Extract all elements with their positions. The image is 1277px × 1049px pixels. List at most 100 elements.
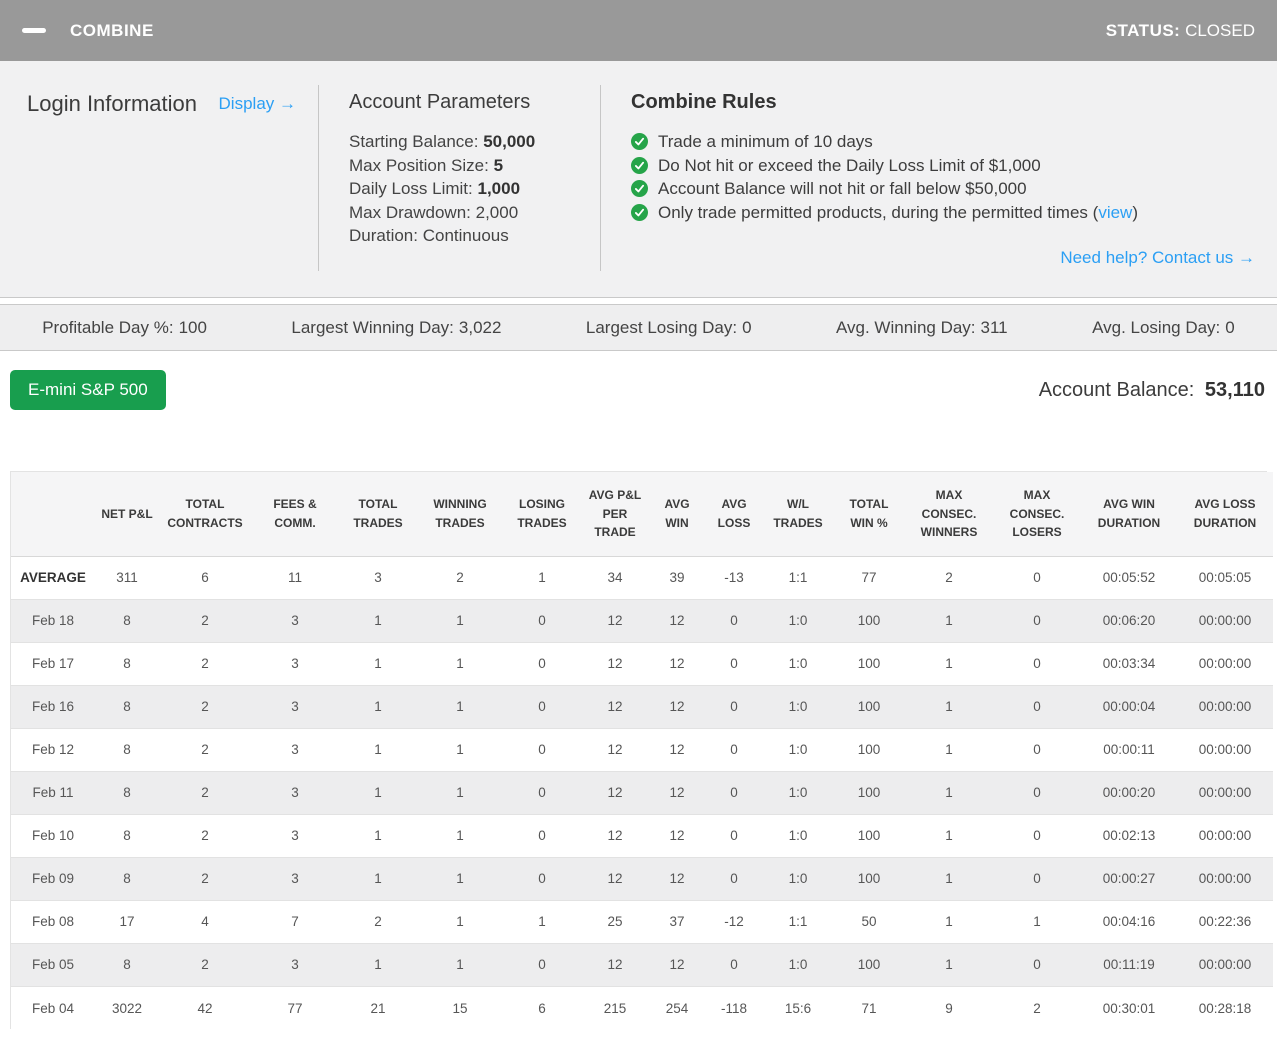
table-cell: 100 [857, 656, 881, 672]
table-cell: 8 [123, 828, 131, 844]
table-cell: 0 [538, 828, 546, 844]
table-cell: 1 [945, 656, 953, 672]
table-cell: 1 [374, 828, 382, 844]
parameter-value: 2,000 [475, 202, 519, 222]
table-cell: 37 [669, 914, 685, 930]
table-cell: 12 [607, 613, 623, 629]
table-cell: 39 [669, 570, 685, 586]
account-balance-label: Account Balance: [1038, 378, 1195, 401]
rule-text: Account Balance will not hit or fall bel… [658, 179, 1027, 198]
table-cell: 1 [945, 699, 953, 715]
table-cell: 2 [456, 570, 464, 586]
product-balance-row: E-mini S&P 500 Account Balance: 53,110 [0, 351, 1277, 410]
table-cell: 12 [669, 699, 685, 715]
table-cell: 1 [456, 871, 464, 887]
table-cell: 8 [123, 871, 131, 887]
table-cell: 00:00:00 [1198, 785, 1252, 801]
account-balance: Account Balance: 53,110 [1039, 379, 1265, 402]
table-cell: 2 [201, 699, 209, 715]
table-cell: 00:06:20 [1102, 613, 1156, 629]
table-cell: 1 [374, 656, 382, 672]
table-cell: 0 [538, 871, 546, 887]
table-cell: 1:1 [788, 570, 808, 586]
column-header: W/L TRADES [763, 472, 833, 557]
table-cell: 0 [730, 656, 738, 672]
parameter-value: 1,000 [477, 179, 521, 198]
table-cell: 1:0 [788, 742, 808, 758]
rule-text: Trade a minimum of 10 days [658, 132, 873, 151]
table-row: Feb 18 8 2 3 1 1 0 12 12 0 1:0 100 1 0 00:06:20 00:00:0… [11, 599, 1273, 643]
table-cell: 50 [861, 914, 877, 930]
table-cell: 11 [287, 570, 302, 586]
table-cell: 12 [607, 828, 623, 844]
table-row: Feb 04 3022 42 77 21 15 6 215 254 -118 15:6 71 9 2 00:… [11, 986, 1273, 1030]
table-cell: 12 [607, 742, 623, 758]
table-cell: 6 [538, 1000, 546, 1016]
check-circle-icon [631, 156, 648, 174]
table-cell: 0 [538, 785, 546, 801]
column-header [11, 472, 95, 557]
product-tab-emini-sp500[interactable]: E-mini S&P 500 [10, 370, 166, 410]
column-header: AVG WIN DURATION [1081, 472, 1177, 557]
minimize-icon[interactable] [22, 28, 46, 33]
combine-header-bar: COMBINE STATUS: CLOSED [0, 0, 1277, 61]
view-link[interactable]: view [1098, 202, 1133, 222]
table-cell: 6 [201, 570, 209, 586]
display-login-link[interactable]: Display → [218, 94, 296, 113]
table-cell: 00:03:34 [1102, 656, 1156, 672]
summary-stats-bar: Profitable Day %: 100 Largest Winning Day… [0, 304, 1277, 351]
table-cell: 12 [607, 699, 623, 715]
table-cell: 12 [669, 785, 685, 801]
table-cell: 1 [945, 613, 953, 629]
contact-us-link[interactable]: Need help? Contact us → [1060, 248, 1255, 267]
daily-stats-table-wrap: NET P&L TOTAL CONTRACTS FEES & COMM. TOTAL … [10, 471, 1273, 1030]
table-cell: 2 [201, 957, 209, 973]
column-header: TOTAL TRADES [339, 472, 417, 557]
column-header: MAX CONSEC. LOSERS [993, 472, 1081, 557]
table-cell: 0 [1033, 742, 1041, 758]
table-cell: 100 [857, 957, 881, 973]
table-cell: 15 [452, 1000, 468, 1016]
table-cell: 1:0 [788, 828, 808, 844]
table-cell: 1 [538, 914, 546, 930]
table-cell: 1 [945, 914, 953, 930]
login-information-title: Login Information [27, 91, 197, 116]
row-label: Feb 05 [31, 957, 75, 973]
column-header: TOTAL WIN % [833, 472, 905, 557]
table-cell: 12 [669, 871, 685, 887]
table-cell: 2 [201, 871, 209, 887]
table-cell: 0 [1033, 828, 1041, 844]
column-header: AVG LOSS [705, 472, 763, 557]
table-cell: 25 [607, 914, 623, 930]
table-body: AVERAGE 311 6 11 3 2 1 34 39 -13 1:1 77 2 0 00:05:52 00… [11, 556, 1273, 1030]
table-cell: 2 [201, 828, 209, 844]
table-cell: 0 [538, 957, 546, 973]
column-header: AVG LOSS DURATION [1177, 472, 1273, 557]
status-value: CLOSED [1185, 20, 1255, 40]
table-cell: 1 [374, 613, 382, 629]
table-cell: 1 [374, 785, 382, 801]
table-cell: 2 [1033, 1000, 1041, 1016]
table-cell: 0 [730, 613, 738, 629]
table-cell: 1 [374, 957, 382, 973]
table-cell: 1:0 [788, 785, 808, 801]
table-cell: 100 [857, 699, 881, 715]
table-cell: 00:30:01 [1102, 1000, 1156, 1016]
table-cell: 3 [291, 613, 299, 629]
table-cell: 0 [730, 871, 738, 887]
table-cell: 100 [857, 742, 881, 758]
table-cell: 1 [456, 957, 464, 973]
table-cell: 2 [201, 656, 209, 672]
table-cell: 00:28:18 [1198, 1000, 1252, 1016]
table-cell: 100 [857, 613, 881, 629]
daily-stats-table: NET P&L TOTAL CONTRACTS FEES & COMM. TOTAL … [11, 472, 1273, 1030]
table-cell: 3 [291, 957, 299, 973]
combine-rule: Do Not hit or exceed the Daily Loss Limi… [631, 154, 1255, 178]
table-cell: 100 [857, 871, 881, 887]
row-label: Feb 04 [31, 1000, 75, 1016]
table-cell: 0 [538, 656, 546, 672]
table-cell: 0 [1033, 785, 1041, 801]
table-cell: 0 [1033, 957, 1041, 973]
table-cell: 311 [116, 570, 138, 586]
row-label: Feb 16 [31, 699, 75, 715]
